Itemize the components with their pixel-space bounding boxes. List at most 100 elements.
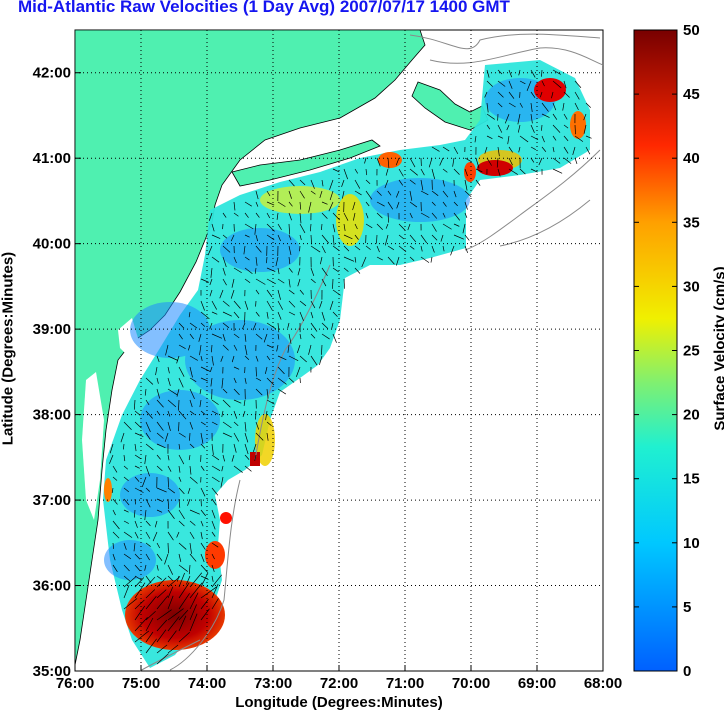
velocity-arrow	[266, 399, 275, 405]
velocity-arrow	[266, 201, 275, 206]
velocity-arrow	[420, 212, 430, 218]
velocity-arrow	[464, 212, 468, 218]
velocity-arrow	[255, 377, 262, 382]
velocity-arrow	[233, 421, 239, 427]
velocity-arrow	[189, 542, 192, 554]
velocity-arrow	[319, 190, 323, 199]
velocity-arrow	[233, 300, 241, 309]
velocity-arrow	[200, 300, 205, 311]
velocity-arrow	[233, 443, 237, 453]
velocity-arrow	[145, 443, 154, 451]
velocity-arrow	[288, 201, 293, 207]
velocity-arrow	[497, 102, 503, 108]
velocity-arrow	[244, 234, 250, 238]
velocity-arrow	[156, 355, 160, 363]
velocity-arrow	[387, 256, 395, 265]
velocity-arrow	[453, 234, 464, 240]
velocity-arrow	[198, 333, 202, 342]
velocity-arrow	[233, 212, 239, 217]
velocity-arrow	[541, 146, 547, 152]
velocity-arrow	[112, 509, 116, 516]
velocity-arrow	[310, 234, 312, 245]
velocity-arrow	[255, 289, 260, 295]
velocity-arrow	[530, 91, 536, 99]
velocity-arrow	[145, 377, 154, 385]
colorbar-tick-label: 50	[683, 22, 700, 39]
velocity-arrow	[178, 615, 187, 632]
velocity-arrow	[486, 135, 493, 139]
velocity-arrow	[222, 311, 232, 317]
colorbar-tick-label: 35	[683, 214, 700, 231]
velocity-arrow	[178, 322, 185, 329]
velocity-arrow	[530, 157, 535, 163]
velocity-arrow	[111, 487, 114, 494]
velocity-arrow	[145, 432, 151, 440]
velocity-arrow	[178, 632, 190, 643]
velocity-arrow	[189, 421, 194, 430]
velocity-arrow	[244, 256, 250, 261]
velocity-arrow	[264, 366, 268, 374]
velocity-arrow	[517, 124, 521, 133]
velocity-arrow	[452, 157, 455, 167]
velocity-arrow	[187, 487, 191, 494]
velocity-arrow	[288, 256, 291, 265]
velocity-arrow	[464, 168, 468, 177]
velocity-arrow	[222, 234, 228, 239]
velocity-arrow	[343, 168, 348, 180]
velocity-arrow	[321, 179, 324, 187]
velocity-arrow	[365, 223, 373, 229]
velocity-arrow	[440, 234, 444, 242]
velocity-arrow	[164, 553, 169, 565]
y-tick-label: 37:00	[33, 492, 71, 509]
velocity-arrow	[209, 322, 213, 330]
velocity-arrow	[508, 91, 515, 99]
velocity-arrow	[552, 168, 563, 174]
velocity-arrow	[583, 113, 587, 121]
velocity-arrow	[299, 234, 302, 241]
velocity-arrow	[123, 564, 130, 572]
velocity-arrow	[464, 245, 469, 254]
velocity-arrow	[255, 201, 259, 207]
velocity-arrow	[486, 80, 493, 87]
velocity-arrow	[242, 322, 246, 330]
velocity-arrow	[211, 564, 215, 573]
velocity-arrow	[431, 201, 436, 206]
velocity-arrow	[552, 113, 558, 120]
velocity-arrow	[211, 476, 220, 483]
velocity-arrow	[331, 322, 334, 329]
velocity-arrow	[123, 531, 133, 538]
velocity-arrow	[255, 366, 257, 377]
velocity-arrow	[200, 432, 204, 444]
velocity-arrow	[156, 589, 167, 599]
velocity-arrow	[299, 179, 306, 186]
velocity-arrow	[221, 377, 224, 389]
velocity-arrow	[288, 355, 299, 362]
velocity-arrow	[353, 212, 356, 221]
velocity-arrow	[563, 135, 569, 142]
velocity-arrow	[420, 256, 430, 263]
velocity-arrow	[266, 234, 275, 241]
velocity-arrow	[585, 135, 592, 139]
velocity-arrow	[167, 576, 181, 588]
velocity-arrow	[563, 91, 570, 98]
velocity-arrow	[321, 344, 323, 355]
velocity-arrow	[332, 168, 340, 173]
velocity-arrow	[376, 223, 384, 230]
velocity-arrow	[231, 355, 235, 363]
velocity-arrow	[210, 377, 213, 387]
velocity-arrow	[189, 465, 192, 475]
velocity-arrow	[574, 135, 584, 142]
velocity-arrow	[442, 245, 445, 252]
velocity-arrow	[167, 366, 170, 374]
velocity-arrow	[244, 212, 249, 218]
x-tick-label: 73:00	[254, 675, 292, 692]
velocity-arrow	[233, 388, 240, 396]
velocity-arrow	[255, 190, 259, 200]
velocity-arrow	[442, 146, 450, 152]
velocity-arrow	[134, 553, 141, 560]
velocity-arrow	[409, 157, 416, 168]
y-tick-labels: 35:00 36:00 37:00 38:00 39:00 40:00 41:00 42:00	[33, 65, 81, 680]
velocity-arrow	[156, 443, 166, 449]
velocity-arrow	[497, 69, 503, 75]
velocity-arrow	[167, 630, 177, 643]
